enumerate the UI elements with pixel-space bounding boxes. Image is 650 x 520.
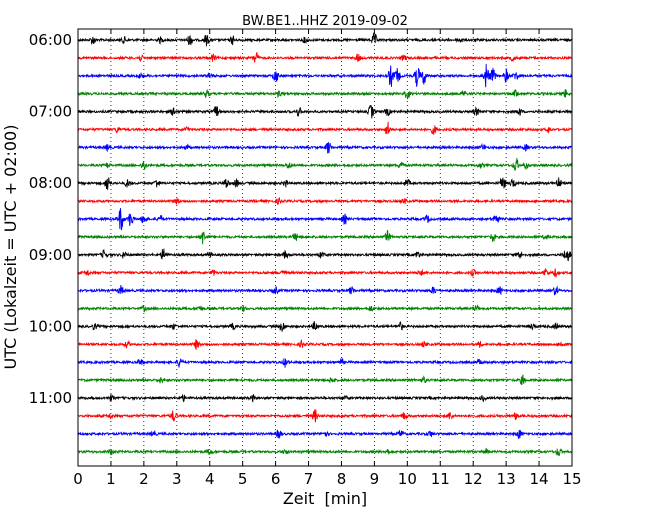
trace-0845: [77, 230, 573, 245]
y-tick-label: 06:00: [29, 31, 72, 49]
y-tick-label: 07:00: [29, 103, 72, 121]
trace-0930: [77, 285, 573, 296]
trace-0630: [77, 63, 573, 88]
trace-0830: [77, 208, 573, 231]
x-tick-label: 11: [431, 470, 450, 488]
trace-0645: [77, 88, 573, 100]
trace-0615: [77, 52, 573, 63]
trace-0900: [77, 248, 573, 262]
trace-1130: [77, 429, 573, 440]
x-tick-label: 12: [464, 470, 483, 488]
trace-0800: [77, 177, 573, 190]
x-axis-label: Zeit [min]: [283, 489, 367, 508]
trace-0745: [77, 158, 573, 171]
plot-frame: [77, 28, 573, 467]
x-tick-label: 6: [271, 470, 281, 488]
seismic-traces: [77, 31, 573, 457]
trace-1145: [77, 447, 573, 457]
trace-0945: [77, 304, 573, 313]
y-axis-label: UTC (Lokalzeit = UTC + 02:00): [1, 125, 20, 370]
x-tick-label: 3: [172, 470, 182, 488]
x-tick-label: 15: [562, 470, 581, 488]
trace-1015: [77, 338, 573, 350]
x-tick-label: 10: [398, 470, 417, 488]
trace-0700: [77, 105, 573, 119]
grid-lines: [110, 29, 540, 466]
x-tick-label: 0: [73, 470, 83, 488]
trace-0815: [77, 197, 573, 205]
x-tick-label: 1: [106, 470, 116, 488]
trace-0715: [77, 121, 573, 135]
trace-1045: [77, 374, 573, 386]
trace-0600: [77, 31, 573, 47]
y-tick-label: 11:00: [29, 389, 72, 407]
y-tick-label: 09:00: [29, 246, 72, 264]
x-tick-label: 7: [304, 470, 314, 488]
x-tick-label: 14: [530, 470, 549, 488]
chart-title: BW.BE1..HHZ 2019-09-02: [242, 14, 408, 29]
trace-0730: [77, 142, 573, 154]
x-tick-label: 9: [370, 470, 380, 488]
trace-1000: [77, 321, 573, 332]
y-tick-label: 08:00: [29, 174, 72, 192]
trace-1100: [77, 393, 573, 403]
trace-0915: [77, 267, 573, 278]
x-tick-label: 13: [497, 470, 516, 488]
trace-1030: [77, 357, 573, 368]
axes: 0 1 2 3 4 5 6 7 8 9 10 11 12 13 14 1506:0007:0008:0009:…: [29, 29, 582, 488]
x-tick-label: 2: [139, 470, 149, 488]
x-tick-label: 4: [205, 470, 215, 488]
trace-1115: [77, 409, 573, 423]
x-tick-label: 8: [337, 470, 347, 488]
y-tick-label: 10:00: [29, 317, 72, 335]
x-tick-label: 5: [238, 470, 248, 488]
